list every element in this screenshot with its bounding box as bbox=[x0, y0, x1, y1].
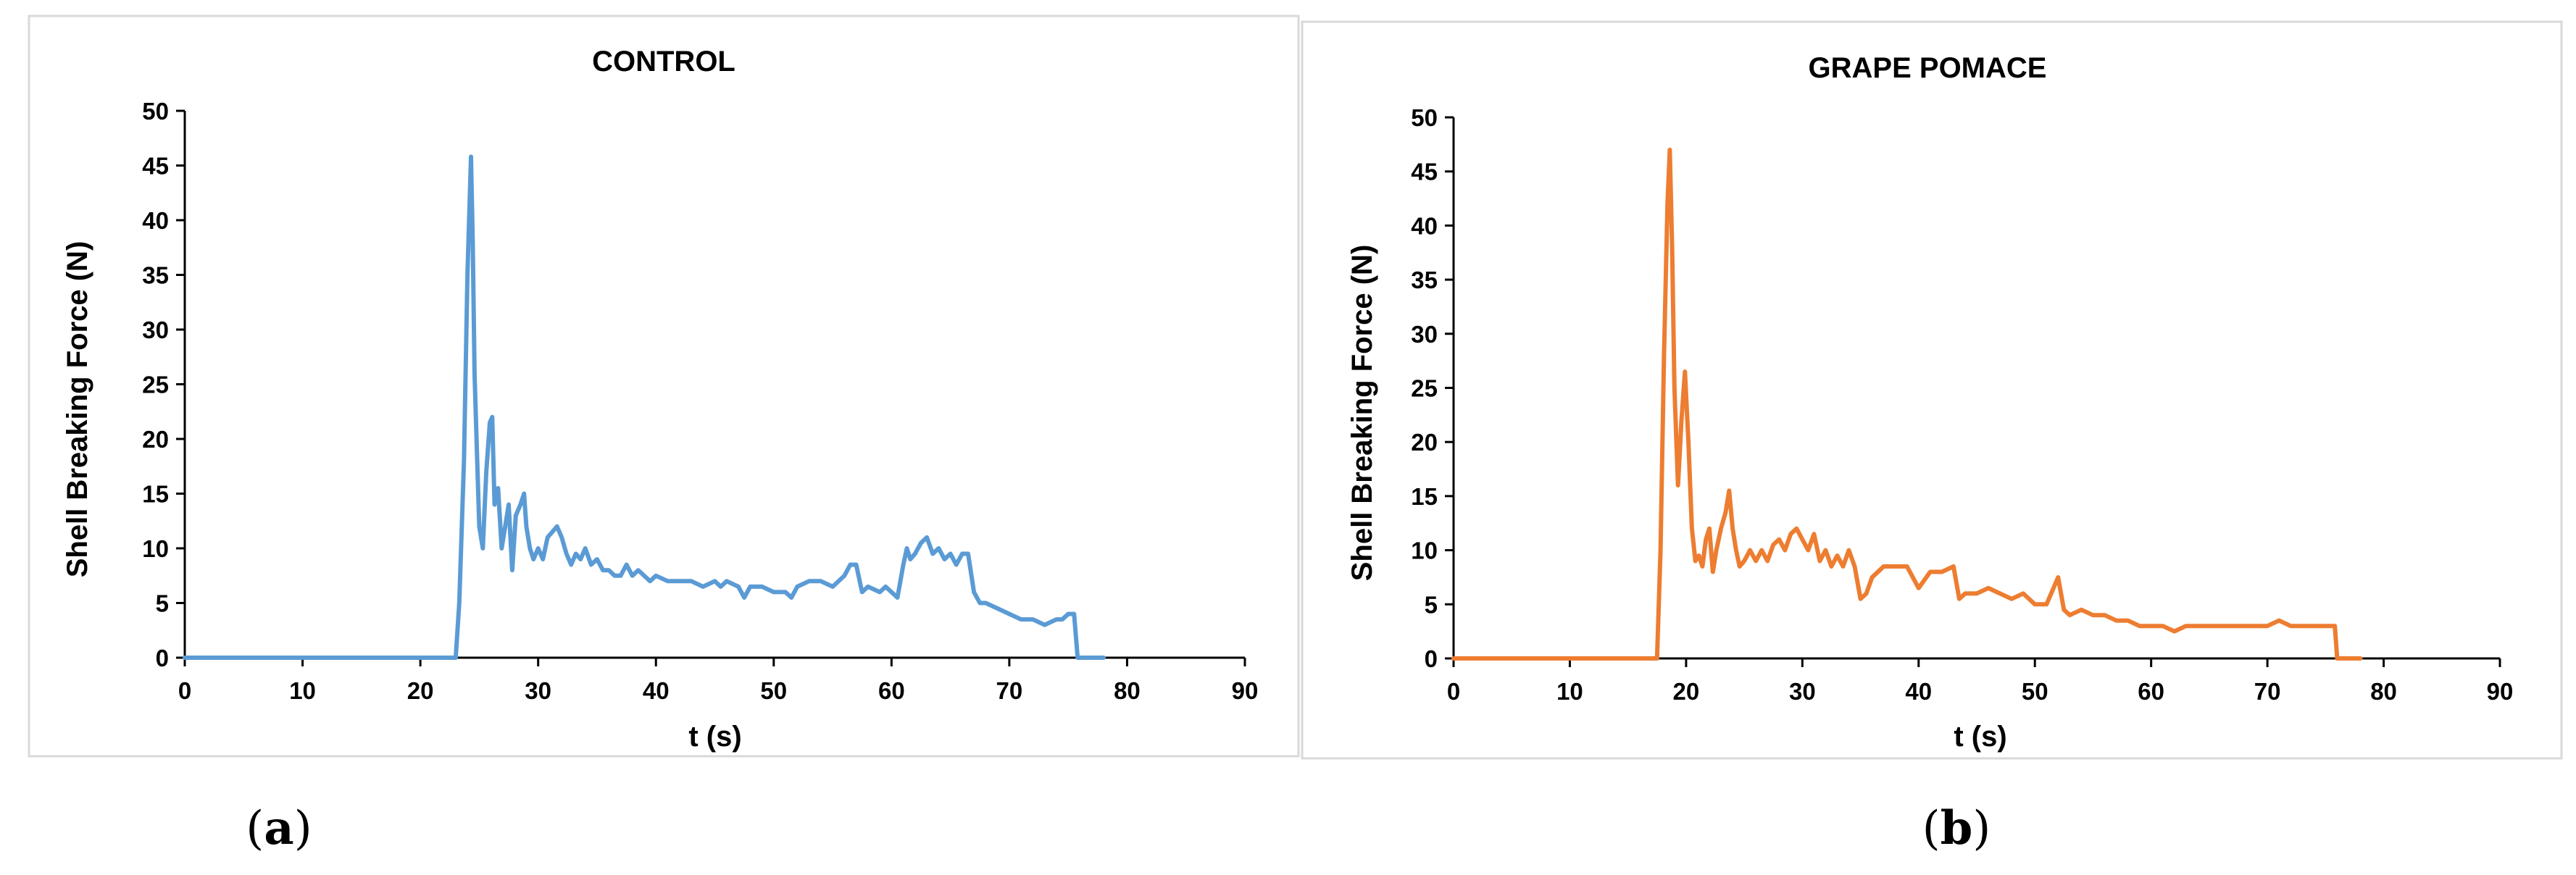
x-tick-label: 0 bbox=[1447, 678, 1460, 705]
y-tick-label: 20 bbox=[142, 426, 169, 453]
tick-labels: 0 5 10 15 20 25 30 35 40 45 50 0 10 20 30 40 50 60 70 80 90 bbox=[1411, 104, 2513, 705]
x-tick-label: 70 bbox=[996, 677, 1023, 704]
chart-grape-pomace: GRAPE POMACE 0 5 10 15 20 25 30 35 40 45 50 0 10 20 30… bbox=[1346, 52, 2513, 753]
chart-title: GRAPE POMACE bbox=[1809, 52, 2047, 84]
y-tick-label: 50 bbox=[142, 98, 169, 125]
chart-frame-control bbox=[28, 14, 1300, 758]
y-tick-label: 10 bbox=[142, 535, 169, 562]
x-tick-label: 50 bbox=[2022, 678, 2048, 705]
series-line bbox=[183, 154, 1106, 660]
x-tick-label: 60 bbox=[2138, 678, 2164, 705]
y-tick-label: 25 bbox=[1411, 375, 1438, 402]
y-axis-label: Shell Breaking Force (N) bbox=[1346, 245, 1378, 582]
x-tick-label: 90 bbox=[1232, 677, 1259, 704]
y-tick-label: 20 bbox=[1411, 429, 1438, 456]
panel-label-a: (a) bbox=[246, 801, 312, 855]
x-tick-label: 50 bbox=[760, 677, 787, 704]
y-tick-label: 15 bbox=[1411, 483, 1438, 510]
x-tick-label: 70 bbox=[2254, 678, 2281, 705]
panel-label-letter: b bbox=[1941, 801, 1973, 855]
x-tick-label: 40 bbox=[643, 677, 670, 704]
chart-title: CONTROL bbox=[592, 46, 735, 78]
x-tick-label: 30 bbox=[1789, 678, 1816, 705]
y-tick-label: 5 bbox=[1425, 591, 1438, 618]
x-tick-label: 10 bbox=[1556, 678, 1583, 705]
y-tick-label: 35 bbox=[1411, 267, 1438, 293]
x-tick-label: 60 bbox=[878, 677, 905, 704]
x-axis-label: t (s) bbox=[688, 721, 741, 753]
panel-label-b: (b) bbox=[1922, 801, 1991, 855]
chart-frame-grape-pomace bbox=[1301, 20, 2563, 760]
panel-label-letter: a bbox=[264, 801, 293, 855]
y-axis-label: Shell Breaking Force (N) bbox=[62, 241, 93, 578]
y-tick-label: 45 bbox=[1411, 159, 1438, 185]
y-tick-label: 0 bbox=[156, 645, 169, 671]
y-tick-label: 40 bbox=[1411, 212, 1438, 239]
tick-labels: 0 5 10 15 20 25 30 35 40 45 50 0 10 20 30 40 50 60 70 80 90 bbox=[142, 98, 1258, 704]
x-tick-label: 90 bbox=[2487, 678, 2514, 705]
x-tick-label: 20 bbox=[407, 677, 434, 704]
y-tick-label: 10 bbox=[1411, 537, 1438, 564]
chart-control: CONTROL 0 5 10 15 20 25 30 35 40 45 50 0 10 20 30 40 50 6… bbox=[62, 46, 1258, 753]
x-tick-label: 0 bbox=[178, 677, 191, 704]
y-tick-label: 5 bbox=[156, 590, 169, 617]
y-tick-label: 30 bbox=[142, 317, 169, 343]
y-tick-label: 15 bbox=[142, 481, 169, 508]
x-axis-label: t (s) bbox=[1954, 721, 2006, 753]
y-tick-label: 35 bbox=[142, 262, 169, 289]
series-line bbox=[1451, 147, 2363, 661]
y-tick-label: 0 bbox=[1425, 645, 1438, 672]
x-tick-label: 30 bbox=[525, 677, 551, 704]
y-tick-label: 40 bbox=[142, 207, 169, 234]
y-tick-label: 25 bbox=[142, 372, 169, 398]
x-tick-label: 10 bbox=[289, 677, 316, 704]
y-tick-label: 45 bbox=[142, 153, 169, 180]
y-tick-label: 30 bbox=[1411, 321, 1438, 348]
y-tick-label: 50 bbox=[1411, 104, 1438, 131]
x-tick-label: 80 bbox=[1114, 677, 1141, 704]
x-tick-label: 20 bbox=[1673, 678, 1700, 705]
x-tick-label: 40 bbox=[1905, 678, 1932, 705]
x-tick-label: 80 bbox=[2370, 678, 2397, 705]
